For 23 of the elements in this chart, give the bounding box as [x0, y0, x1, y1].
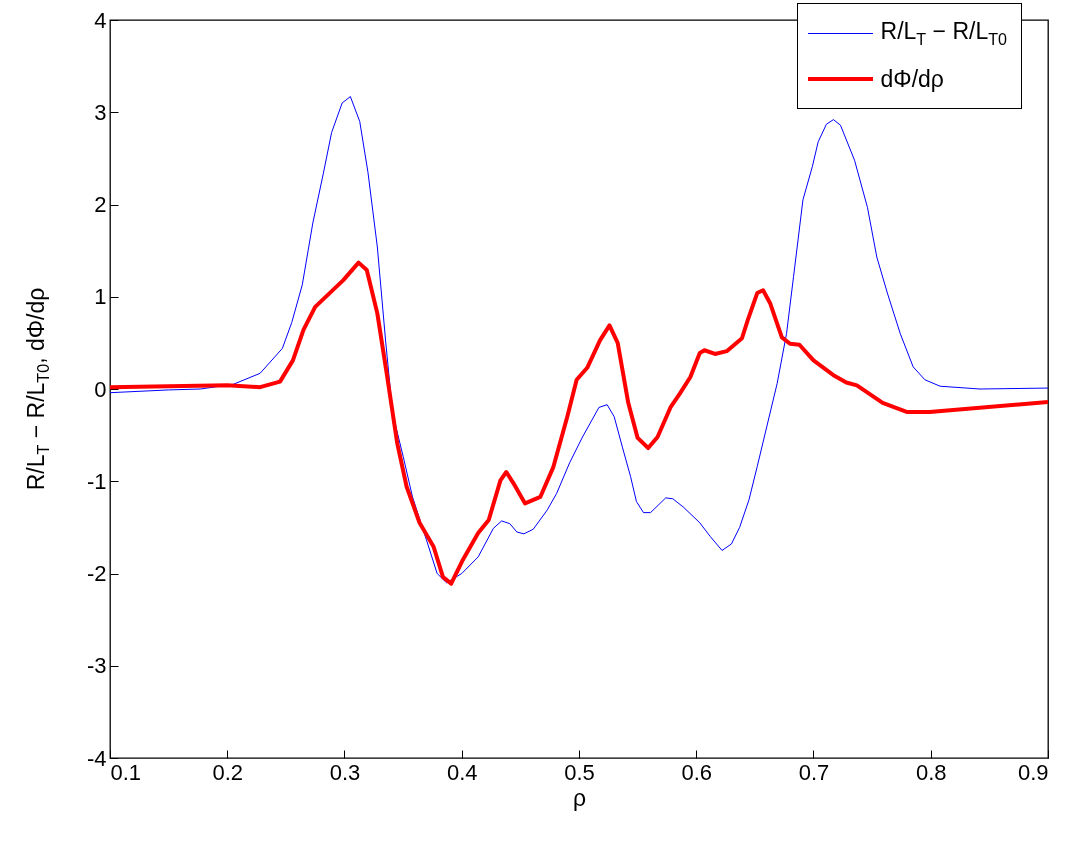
x-tick-label: 0.3: [329, 759, 361, 785]
x-tick-label: 0.5: [564, 759, 595, 785]
x-tick-label: 0.8: [915, 759, 947, 785]
y-tick-label: 4: [94, 7, 107, 33]
y-tick-label: -3: [86, 653, 107, 679]
x-tick-label: 0.9: [1017, 759, 1049, 785]
line-series: [110, 260, 1048, 586]
y-tick-label: -1: [86, 468, 107, 494]
x-tick-label: 0.6: [681, 759, 713, 785]
y-tick-label: -2: [86, 561, 107, 586]
legend-label: dΦ/dρ: [880, 65, 944, 93]
y-tick-label: 1: [94, 284, 107, 310]
x-tick-label: 0.2: [212, 759, 244, 785]
x-tick-label: 0.1: [110, 759, 142, 785]
legend-label: R/L$_{T}$ − R/L$_{T0}$: [880, 17, 1007, 49]
y-tick-label: 2: [94, 192, 107, 217]
y-tick-label: 3: [94, 99, 107, 125]
x-tick-label: 0.7: [798, 759, 830, 785]
line-series: [110, 96, 1048, 584]
x-tick-label: 0.4: [446, 759, 478, 785]
y-tick-label: -4: [86, 745, 107, 771]
x-axis-title: ρ: [572, 784, 587, 811]
y-tick-label: 0: [94, 376, 107, 402]
